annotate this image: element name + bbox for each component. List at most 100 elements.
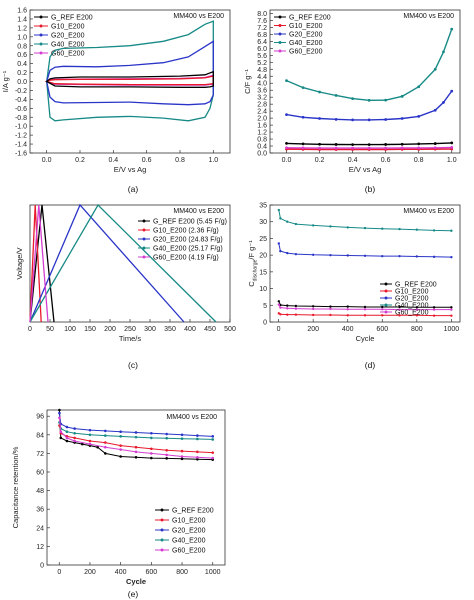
y-tick-label: 4.4 (257, 74, 267, 81)
legend-entry: G10_E200 (51, 24, 85, 31)
legend-entry: G20_E200 (395, 296, 429, 303)
y-tick-label: -1.0 (15, 124, 27, 131)
data-point (165, 457, 168, 460)
data-point (59, 436, 63, 440)
series-line (29, 204, 42, 323)
data-point (119, 444, 122, 447)
y-tick-label: 36 (36, 507, 44, 514)
data-point (88, 442, 92, 446)
legend-entry: G_REF E200 (51, 15, 93, 22)
data-point (432, 229, 436, 232)
y-tick-label: 25 (259, 236, 267, 243)
data-point (165, 436, 168, 440)
y-axis-label: Voltage/V (15, 247, 24, 279)
y-tick-label: 1.0 (17, 34, 27, 41)
x-tick-label: 0.6 (142, 157, 152, 164)
legend-entry: G40_E200 (395, 303, 429, 310)
data-point (346, 308, 349, 311)
legend-entry: G40_E200 (172, 538, 206, 545)
y-tick-label: 0.8 (17, 43, 27, 50)
data-point (363, 314, 367, 317)
data-point (279, 217, 282, 220)
x-tick-label: 1.0 (208, 157, 218, 164)
data-point (65, 439, 69, 443)
data-point (351, 118, 355, 122)
data-point (301, 86, 305, 90)
y-tick-label: 7.2 (257, 25, 267, 32)
legend-marker (278, 49, 282, 53)
data-point (367, 146, 371, 150)
data-point (442, 101, 445, 104)
y-axis-label-main: C (247, 281, 256, 287)
data-point (104, 452, 107, 455)
series-line (29, 203, 217, 323)
data-point (150, 452, 153, 455)
data-point (367, 143, 371, 147)
data-point (450, 146, 454, 149)
series-line (286, 28, 453, 102)
legend-marker (39, 42, 43, 46)
x-tick-label: 0.4 (108, 157, 118, 164)
data-point (180, 449, 184, 453)
legend-entry: G_REF E200 (172, 508, 214, 515)
annotation: MM400 vs E200 (173, 208, 224, 215)
panel-e: 0 200 400 600 800 1000 0 12 24 36 48 60 72 84 96 Cycle C… (11, 408, 226, 599)
annotation: MM400 vs E200 (403, 13, 454, 20)
data-point (450, 306, 453, 309)
data-point (381, 308, 384, 311)
x-tick-label: 400 (115, 569, 127, 576)
data-point (196, 450, 199, 454)
y-axis-label-unit: /F g⁻¹ (247, 240, 256, 260)
data-point (329, 305, 332, 308)
data-point (334, 143, 338, 146)
data-point (58, 416, 61, 420)
panel-label: (d) (365, 360, 376, 370)
legend-marker (39, 15, 43, 19)
x-tick-label: 0 (277, 326, 281, 333)
data-point (346, 226, 349, 229)
data-point (294, 252, 298, 256)
data-point (398, 314, 401, 317)
data-point (363, 226, 367, 230)
legend-entry: G_REF E200 (5.45 F/g) (153, 219, 227, 226)
data-point (119, 430, 122, 434)
data-point (104, 441, 107, 444)
data-point (58, 411, 61, 415)
data-point (286, 313, 289, 316)
data-point (180, 437, 184, 440)
data-point (417, 114, 421, 118)
data-point (279, 306, 282, 309)
legend-marker (160, 518, 164, 522)
y-tick-label: 0.4 (257, 144, 267, 151)
data-point (367, 118, 371, 122)
data-point (329, 313, 332, 317)
y-tick-label: 96 (36, 414, 44, 421)
x-tick-label: 0.6 (381, 157, 391, 164)
panel-b: 0.0 0.2 0.4 0.6 0.8 1.00.00.40.81.21.62.02.42… (243, 9, 461, 194)
y-tick-label: -0.6 (15, 106, 27, 113)
y-tick-label: 6.8 (257, 32, 267, 39)
x-axis-label: Time/s (119, 334, 141, 343)
legend-entry: G10_E200 (2.36 F/g) (153, 228, 219, 235)
data-point (119, 448, 122, 451)
legend-marker (142, 219, 146, 223)
data-point (73, 439, 76, 443)
data-point (363, 305, 367, 309)
y-tick-label: -0.8 (15, 115, 27, 122)
data-point (73, 427, 76, 430)
y-tick-label: 12 (36, 544, 44, 551)
data-point (80, 442, 84, 446)
y-tick-label: 0.8 (257, 137, 267, 144)
data-point (367, 98, 371, 102)
y-tick-label: -1.6 (15, 151, 27, 158)
y-tick-label: 0.0 (257, 151, 267, 158)
data-point (196, 437, 199, 441)
data-point (277, 303, 281, 306)
y-tick-label: 35 (259, 203, 267, 210)
legend-entry: G20_E200 (172, 528, 206, 535)
data-point (294, 307, 298, 310)
x-tick-label: 500 (224, 326, 236, 333)
y-tick-label: 72 (36, 451, 44, 458)
x-tick-label: 200 (84, 569, 96, 576)
